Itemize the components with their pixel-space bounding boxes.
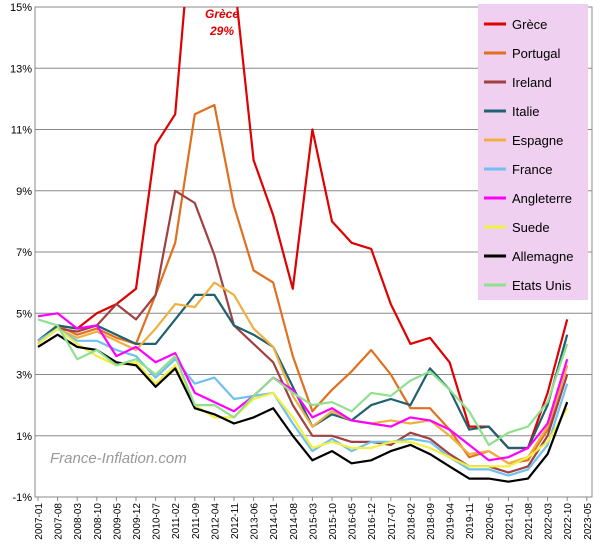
legend-label: Espagne	[512, 133, 563, 148]
y-tick-label: 1%	[16, 431, 32, 443]
series-line	[37, 103, 569, 465]
y-tick-label: 15%	[10, 2, 32, 14]
x-tick-label: 2012-11	[230, 503, 241, 539]
x-tick-label: 2015-03	[308, 503, 319, 540]
x-tick-label: 2021-01	[504, 503, 515, 540]
legend-label: Grèce	[512, 17, 547, 32]
x-tick-label: 2010-07	[152, 503, 163, 540]
x-tick-label: 2018-09	[426, 503, 437, 540]
x-tick-label: 2018-02	[406, 503, 417, 540]
x-tick-label: 2014-08	[289, 503, 300, 540]
x-tick-label: 2020-06	[485, 503, 496, 540]
x-tick-label: 2009-12	[132, 503, 143, 540]
legend-label: France	[512, 162, 552, 177]
x-tick-label: 2016-12	[367, 503, 378, 540]
x-tick-label: 2015-10	[328, 503, 339, 540]
x-tick-label: 2022-03	[544, 503, 555, 540]
x-tick-label: 2008-10	[93, 503, 104, 540]
series-line	[37, 312, 569, 462]
x-tick-label: 2011-09	[191, 503, 202, 539]
x-tick-label: 2011-02	[171, 503, 182, 539]
watermark: France-Inflation.com	[50, 450, 187, 467]
x-tick-label: 2022-10	[563, 503, 574, 540]
series-line	[37, 327, 569, 477]
x-tick-label: 2019-04	[446, 503, 457, 540]
x-tick-label: 2007-08	[54, 503, 65, 540]
legend: Grèce Portugal Ireland Italie Espagne France A…	[484, 17, 573, 293]
y-tick-label: 5%	[16, 308, 32, 320]
annotation: 29%	[209, 24, 234, 38]
x-tick-label: 2019-11	[465, 503, 476, 539]
annotation: Grèce	[205, 7, 239, 21]
legend-label: Ireland	[512, 75, 552, 90]
series-line	[37, 318, 569, 446]
legend-label: Etats Unis	[512, 278, 572, 293]
x-tick-label: 2017-07	[387, 503, 398, 540]
x-tick-label: 2014-01	[269, 503, 280, 540]
x-tick-label: 2013-06	[250, 503, 261, 540]
legend-label: Suede	[512, 220, 550, 235]
x-tick-label: 2021-08	[524, 503, 535, 540]
x-tick-label: 2007-01	[34, 503, 45, 540]
series-line	[37, 333, 569, 483]
y-tick-label: 13%	[10, 63, 32, 75]
legend-label: Angleterre	[512, 191, 572, 206]
x-tick-label: 2008-03	[73, 503, 84, 540]
x-tick-label: 2016-05	[348, 503, 359, 540]
x-tick-label: 2012-04	[210, 503, 221, 540]
plot-area	[37, 7, 569, 483]
legend-label: Allemagne	[512, 249, 573, 264]
x-tick-label: 2023-05	[583, 503, 594, 540]
x-tick-label: 2009-05	[112, 503, 123, 540]
y-tick-label: -1%	[12, 492, 32, 504]
y-tick-label: 3%	[16, 370, 32, 382]
y-tick-label: 7%	[16, 247, 32, 259]
y-tick-label: 9%	[16, 186, 32, 198]
legend-label: Portugal	[512, 46, 561, 61]
legend-label: Italie	[512, 104, 539, 119]
y-tick-label: 11%	[11, 125, 32, 137]
